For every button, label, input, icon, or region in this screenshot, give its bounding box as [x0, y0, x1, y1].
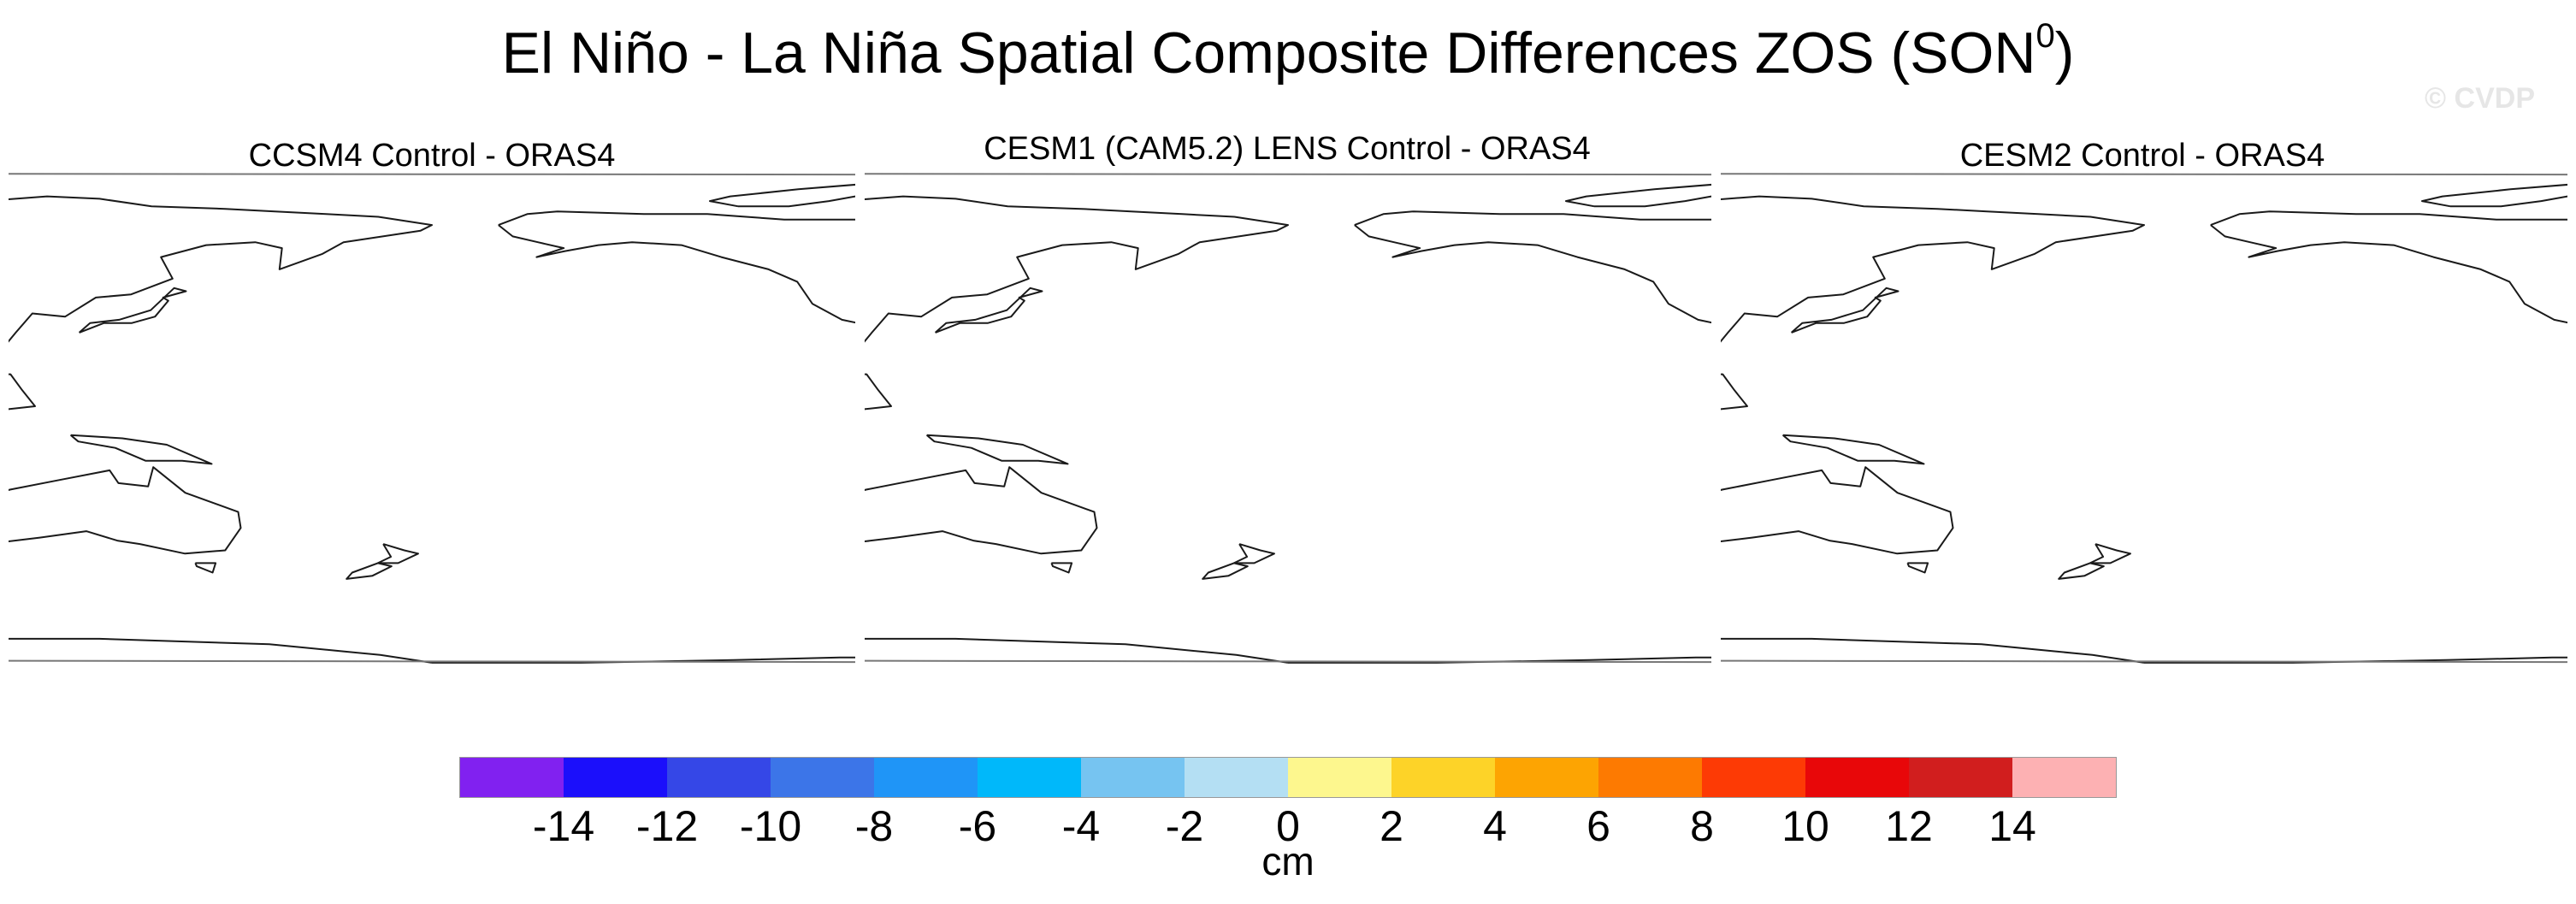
coastline — [1721, 466, 1954, 555]
colorbar-swatch — [1702, 758, 1805, 797]
figure-title-superscript: 0 — [2035, 17, 2055, 55]
coastline — [346, 562, 393, 580]
coastline — [1721, 195, 2145, 343]
colorbar-tick-label: -2 — [1165, 802, 1204, 850]
colorbar-tick-label: -4 — [1061, 802, 1101, 850]
coastline — [9, 195, 433, 343]
colorbar-swatch — [1288, 758, 1391, 797]
coastline — [9, 373, 36, 411]
coastline — [9, 314, 855, 545]
coastline — [69, 434, 213, 465]
coastline — [865, 314, 1711, 545]
panel-title-cesm1: CESM1 (CAM5.2) LENS Control - ORAS4 — [984, 131, 1591, 167]
colorbar-tick-label: 6 — [1586, 802, 1610, 850]
coastline — [925, 434, 1069, 465]
colorbar-swatch — [1185, 758, 1288, 797]
colorbar-tick-label: 14 — [1988, 802, 2036, 850]
coastline — [1202, 562, 1249, 580]
coastline — [2421, 183, 2567, 208]
colorbar-tick-label: 4 — [1483, 802, 1507, 850]
map-outline — [1721, 173, 2567, 664]
coastline — [1721, 637, 2567, 664]
colorbar-tick-label: -12 — [635, 802, 699, 850]
panel-title-ccsm4: CCSM4 Control - ORAS4 — [248, 138, 616, 174]
coastline — [1781, 434, 1925, 465]
colorbar-swatch — [1909, 758, 2012, 797]
panel-title-cesm2: CESM2 Control - ORAS4 — [1959, 138, 2325, 174]
coastline — [865, 466, 1098, 555]
coastline — [1232, 543, 1275, 564]
colorbar-swatch — [874, 758, 978, 797]
coastline — [865, 373, 892, 411]
coastlines — [9, 183, 855, 664]
coastline — [1721, 248, 2567, 272]
coastline — [1906, 562, 1929, 574]
colorbar-tick-label: 2 — [1380, 802, 1403, 850]
colorbar-tick-label: 0 — [1276, 802, 1300, 850]
colorbar-tick-label: -10 — [739, 802, 802, 850]
coastline — [9, 466, 242, 555]
colorbar-tick-label: -6 — [958, 802, 997, 850]
map-outline — [9, 173, 855, 664]
colorbar-swatch — [1598, 758, 1702, 797]
coastlines — [1721, 183, 2567, 664]
coastline — [1721, 373, 1748, 411]
map-panel-cesm2 — [1721, 173, 2567, 664]
colorbar-tick-label: -14 — [532, 802, 595, 850]
colorbar-swatch — [1081, 758, 1185, 797]
coastline — [865, 637, 1711, 664]
map-outline — [865, 173, 1711, 664]
colorbar-swatch — [771, 758, 874, 797]
map-panel-ccsm4 — [9, 173, 855, 664]
coastline — [1565, 183, 1711, 208]
colorbar-swatch — [460, 758, 564, 797]
coastline — [865, 195, 1289, 343]
coastline — [1721, 314, 2567, 545]
colorbar-swatch — [564, 758, 667, 797]
coastline — [1790, 287, 1900, 334]
colorbar — [459, 757, 2117, 798]
coastline — [498, 210, 855, 324]
coastline — [194, 562, 217, 574]
coastline — [709, 183, 855, 208]
coastline — [376, 543, 419, 564]
coastline — [2089, 543, 2131, 564]
coastline — [9, 637, 855, 664]
colorbar-tick-label: 12 — [1885, 802, 1933, 850]
colorbar-unit-label: cm — [1261, 839, 1315, 883]
colorbar-swatch — [1495, 758, 1598, 797]
coastline — [1050, 562, 1073, 574]
colorbar-swatch — [667, 758, 771, 797]
colorbar-tick-label: 8 — [1690, 802, 1714, 850]
colorbar-swatch — [2012, 758, 2116, 797]
figure-title-close: ) — [2054, 21, 2075, 86]
coastline — [78, 287, 187, 334]
coastline — [9, 248, 855, 272]
coastline — [1354, 210, 1711, 324]
coastline — [2210, 210, 2567, 324]
coastline — [865, 248, 1711, 272]
colorbar-tick-label: -8 — [854, 802, 894, 850]
cvdp-watermark: © CVDP — [2425, 82, 2535, 115]
coastline — [2058, 562, 2105, 580]
colorbar-tick-label: 10 — [1781, 802, 1829, 850]
coastlines — [865, 183, 1711, 664]
figure-title-text: El Niño - La Niña Spatial Composite Diff… — [501, 21, 2036, 86]
colorbar-swatch — [978, 758, 1081, 797]
colorbar-swatch — [1391, 758, 1495, 797]
coastline — [934, 287, 1043, 334]
map-panel-cesm1 — [865, 173, 1711, 664]
figure-title: El Niño - La Niña Spatial Composite Diff… — [0, 19, 2576, 87]
colorbar-swatch — [1805, 758, 1909, 797]
